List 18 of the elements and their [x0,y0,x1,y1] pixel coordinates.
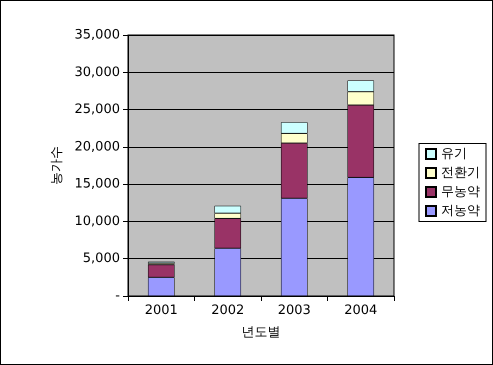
y-tick-label: 35,000 [74,28,120,42]
y-tick-label: - [115,288,120,304]
y-tick-label: 5,000 [82,251,120,266]
y-tick-label: 10,000 [74,214,120,229]
y-tick-label: 30,000 [74,64,120,80]
x-tick-label: 2003 [278,303,311,318]
y-tick-label: 20,000 [74,139,120,154]
x-axis-title: 년도별 [242,325,280,340]
x-tick-label: 2002 [211,303,244,318]
y-tick-label: 15,000 [74,176,120,192]
x-tick-label: 2004 [344,303,378,318]
legend-label: 유기 [441,146,467,162]
legend-label: 전환기 [441,166,480,180]
legend-label: 무농약 [441,184,480,200]
legend-label: 저농약 [441,204,480,218]
x-tick-label: 2001 [144,303,178,318]
y-axis-title: 농가수 [50,146,65,185]
y-tick-label: 25,000 [74,102,120,118]
